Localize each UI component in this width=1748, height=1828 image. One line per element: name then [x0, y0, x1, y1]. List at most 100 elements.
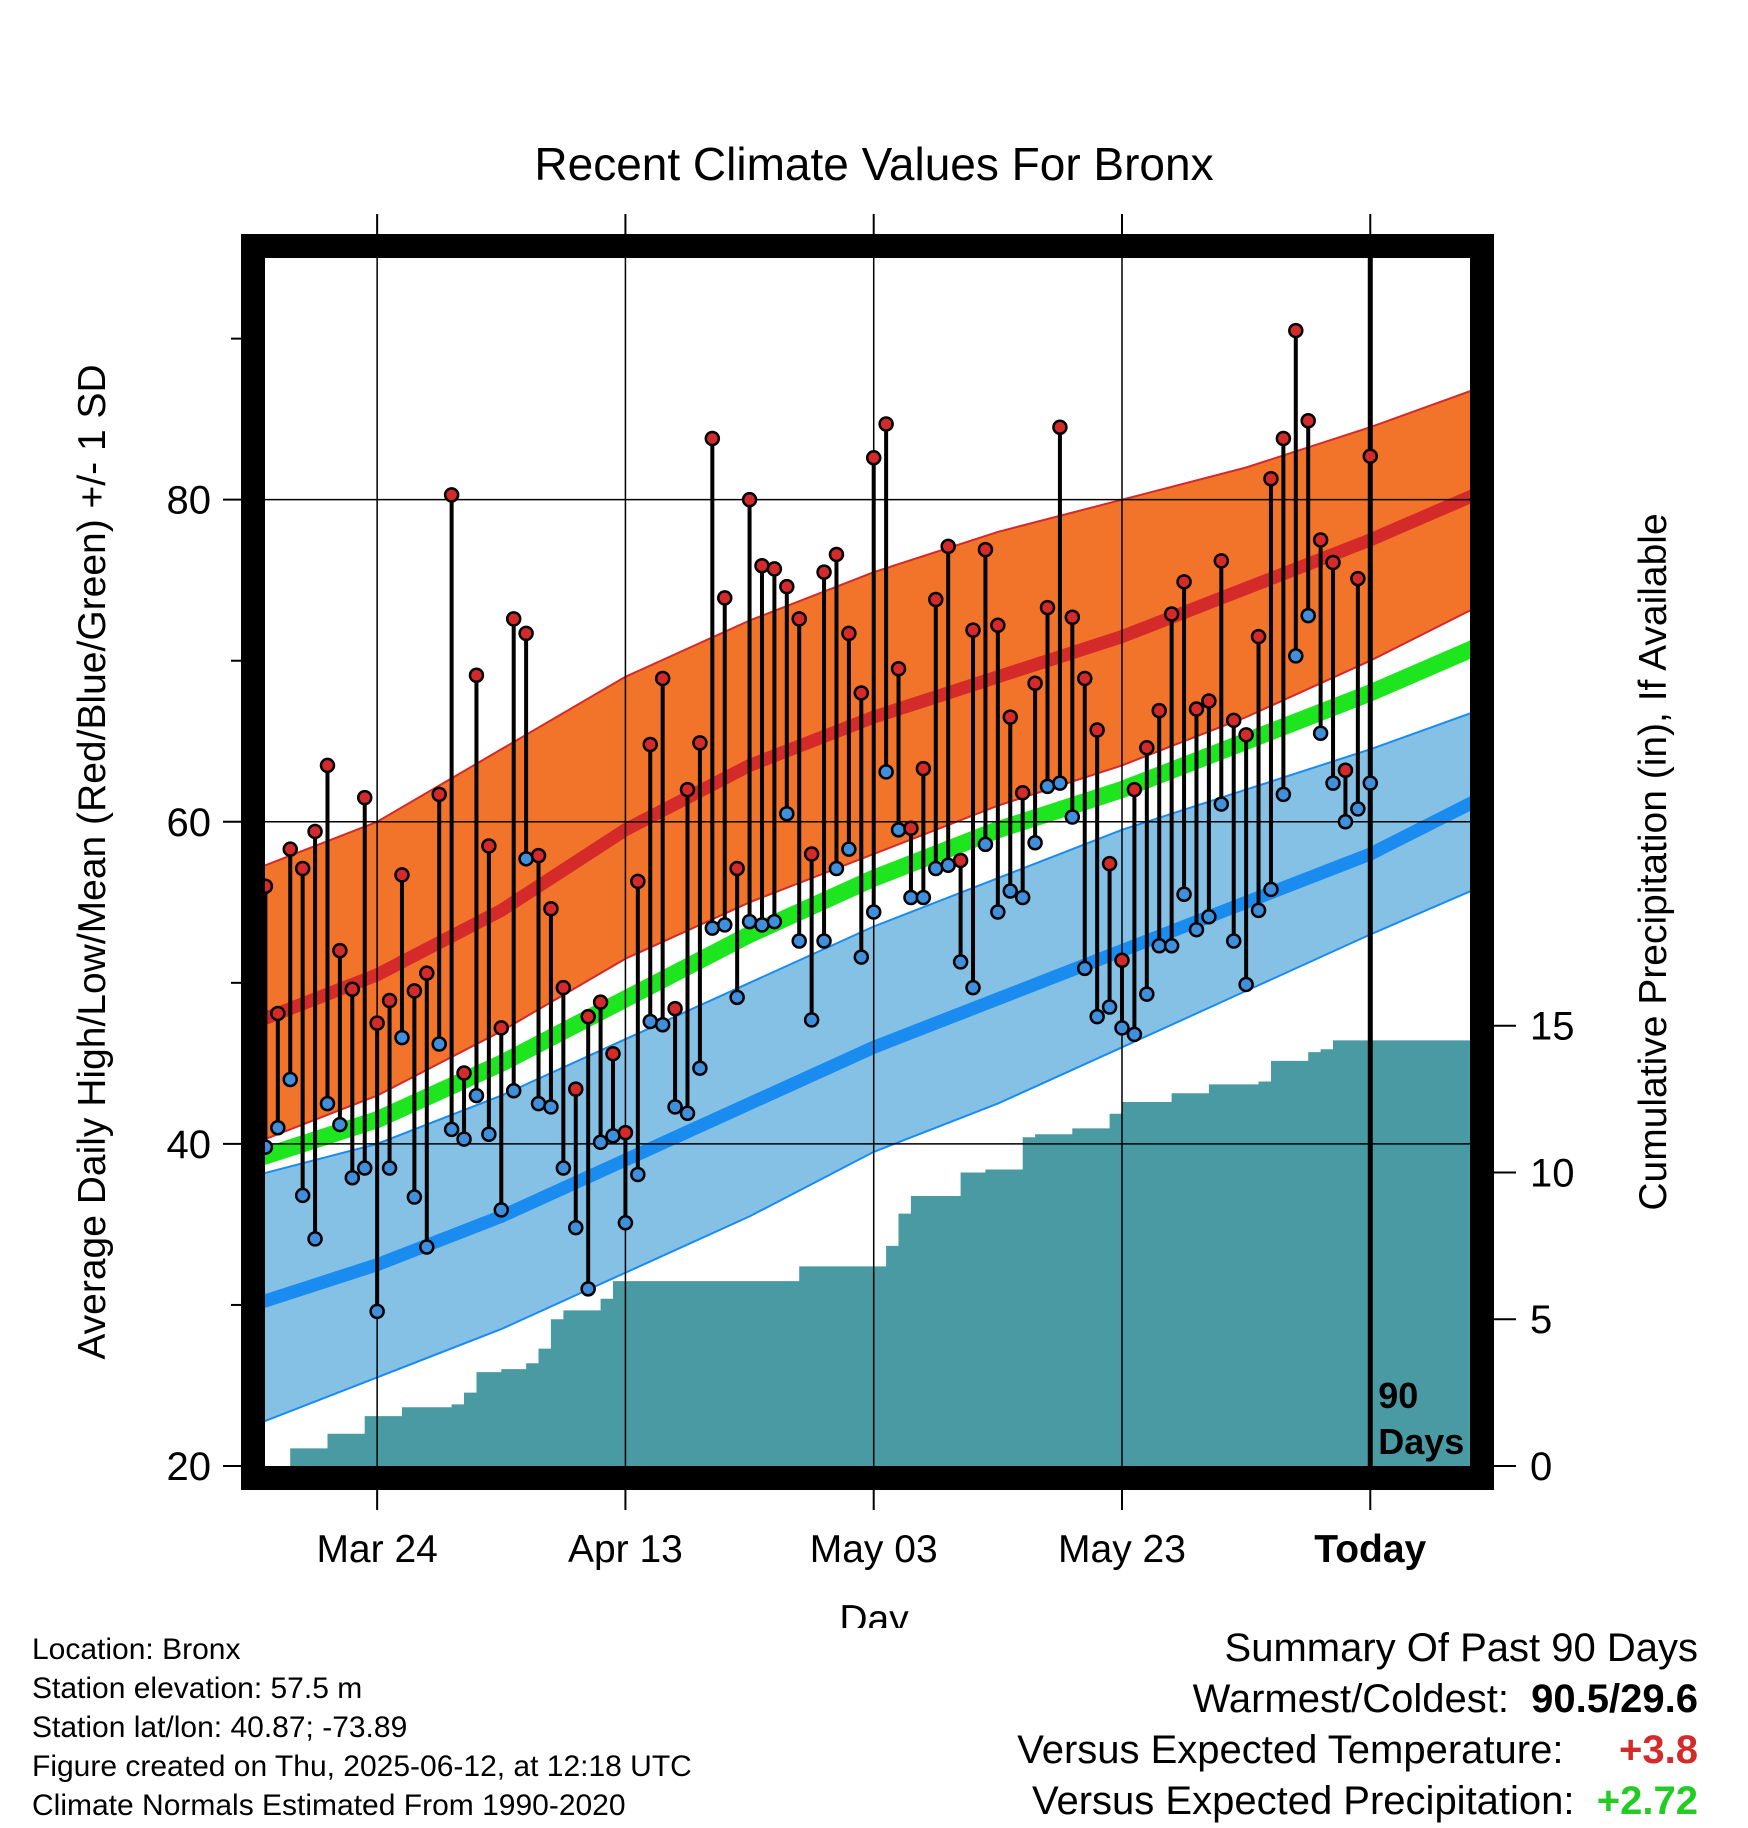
daily-low-point: [419, 1239, 435, 1255]
daily-high-point: [1250, 628, 1267, 645]
chart-title: Recent Climate Values For Bronx: [534, 138, 1213, 190]
daily-high-point: [1002, 709, 1019, 725]
y-tick-label: 40: [167, 1123, 212, 1167]
daily-low-point: [555, 1160, 572, 1176]
daily-high-point: [1076, 670, 1093, 687]
summary-heading: Summary Of Past 90 Days: [1224, 1626, 1698, 1670]
daily-low-point: [716, 917, 733, 933]
created-text: Figure created on Thu, 2025-06-12, at 12…: [32, 1750, 692, 1783]
daily-low-point: [692, 1060, 708, 1076]
daily-high-point: [543, 901, 559, 917]
daily-high-point: [1151, 702, 1167, 719]
normals-text: Climate Normals Estimated From 1990-2020: [32, 1789, 626, 1822]
daily-low-point: [592, 1134, 609, 1151]
daily-low-point: [568, 1219, 584, 1236]
daily-low-point: [704, 920, 721, 936]
daily-low-point: [1350, 801, 1366, 817]
daily-low-point: [642, 1013, 659, 1030]
daily-high-point: [1325, 554, 1341, 571]
daily-low-point: [1238, 976, 1254, 993]
daily-high-point: [754, 557, 770, 574]
daily-high-point: [592, 994, 609, 1010]
daily-low-point: [1362, 775, 1379, 791]
daily-low-point: [1101, 999, 1118, 1015]
precip-departure-label: Versus Expected Precipitation:: [1032, 1779, 1575, 1823]
daily-low-point: [1288, 648, 1304, 664]
temp-departure-value: +3.8: [1619, 1728, 1698, 1772]
daily-high-point: [356, 789, 373, 806]
daily-low-point: [344, 1169, 361, 1186]
daily-high-point: [1089, 722, 1105, 738]
daily-low-point: [319, 1095, 336, 1112]
y2-tick-label: 10: [1530, 1151, 1575, 1195]
daily-high-point: [890, 661, 907, 677]
warmest-coldest-value: 90.5/29.6: [1531, 1677, 1698, 1721]
daily-high-point: [419, 965, 435, 981]
daily-high-point: [654, 670, 671, 687]
daily-high-point: [952, 852, 969, 869]
daily-high-point: [381, 992, 398, 1009]
warmest-coldest-label: Warmest/Coldest:: [1192, 1677, 1509, 1721]
daily-low-point: [791, 933, 807, 949]
daily-high-point: [1350, 570, 1366, 587]
daily-low-point: [990, 904, 1006, 920]
daily-low-point: [431, 1036, 447, 1052]
daily-high-point: [332, 942, 348, 959]
daily-high-point: [555, 979, 572, 996]
daily-high-point: [1263, 470, 1279, 487]
daily-low-point: [1139, 986, 1155, 1002]
daily-low-point: [369, 1303, 385, 1320]
daily-high-point: [1300, 413, 1316, 429]
y-axis-label: Average Daily High/Low/Mean (Red/Blue/Gr…: [71, 364, 114, 1359]
daily-high-point: [1101, 855, 1118, 872]
high-normal-band: [265, 390, 1470, 1141]
daily-low-point: [493, 1202, 510, 1218]
daily-low-point: [1201, 909, 1217, 925]
daily-high-point: [1064, 609, 1081, 626]
daily-low-point: [679, 1105, 696, 1122]
daily-high-point: [1039, 599, 1056, 616]
daily-low-point: [630, 1166, 646, 1183]
daily-low-point: [356, 1160, 373, 1176]
daily-low-point: [443, 1121, 460, 1138]
daily-low-point: [1250, 902, 1267, 919]
daily-low-point: [779, 805, 795, 822]
daily-low-point: [1163, 938, 1180, 954]
precip-departure-row: Versus Expected Precipitation: +2.72: [1017, 1776, 1698, 1827]
daily-high-point: [915, 760, 932, 777]
daily-high-point: [580, 1008, 596, 1025]
elevation-text: Station elevation: 57.5 m: [32, 1672, 363, 1705]
daily-low-point: [1151, 938, 1167, 954]
daily-high-point: [716, 590, 733, 606]
daily-low-point: [853, 949, 870, 965]
daily-high-point: [1337, 762, 1354, 779]
daily-low-point: [332, 1116, 348, 1133]
daily-high-point: [841, 625, 857, 642]
daily-high-point: [443, 487, 460, 503]
cumulative-precip-area: [265, 1040, 1470, 1466]
today-days-label: 90: [1378, 1375, 1418, 1416]
daily-low-point: [1337, 814, 1354, 830]
precip-departure-value: +2.72: [1596, 1779, 1698, 1823]
daily-low-point: [282, 1071, 298, 1088]
daily-low-point: [1126, 1026, 1143, 1043]
daily-high-point: [481, 838, 497, 854]
daily-high-point: [282, 841, 298, 857]
daily-low-point: [729, 989, 745, 1006]
daily-high-point: [1188, 701, 1205, 717]
daily-high-point: [940, 538, 956, 555]
y2-tick-label: 0: [1530, 1445, 1552, 1489]
daily-low-point: [381, 1160, 398, 1176]
location-text: Location: Bronx: [32, 1633, 241, 1666]
daily-low-point: [865, 904, 882, 920]
daily-high-point: [1163, 606, 1180, 622]
daily-low-point: [1213, 796, 1230, 812]
daily-low-point: [1027, 834, 1043, 851]
today-days-label: Days: [1378, 1421, 1464, 1462]
temp-departure-label: Versus Expected Temperature:: [1017, 1728, 1564, 1772]
x-tick-label: Apr 13: [568, 1528, 683, 1571]
daily-high-point: [1014, 785, 1031, 801]
daily-low-point: [456, 1131, 472, 1147]
daily-low-point: [530, 1095, 547, 1112]
daily-high-point: [530, 847, 547, 864]
